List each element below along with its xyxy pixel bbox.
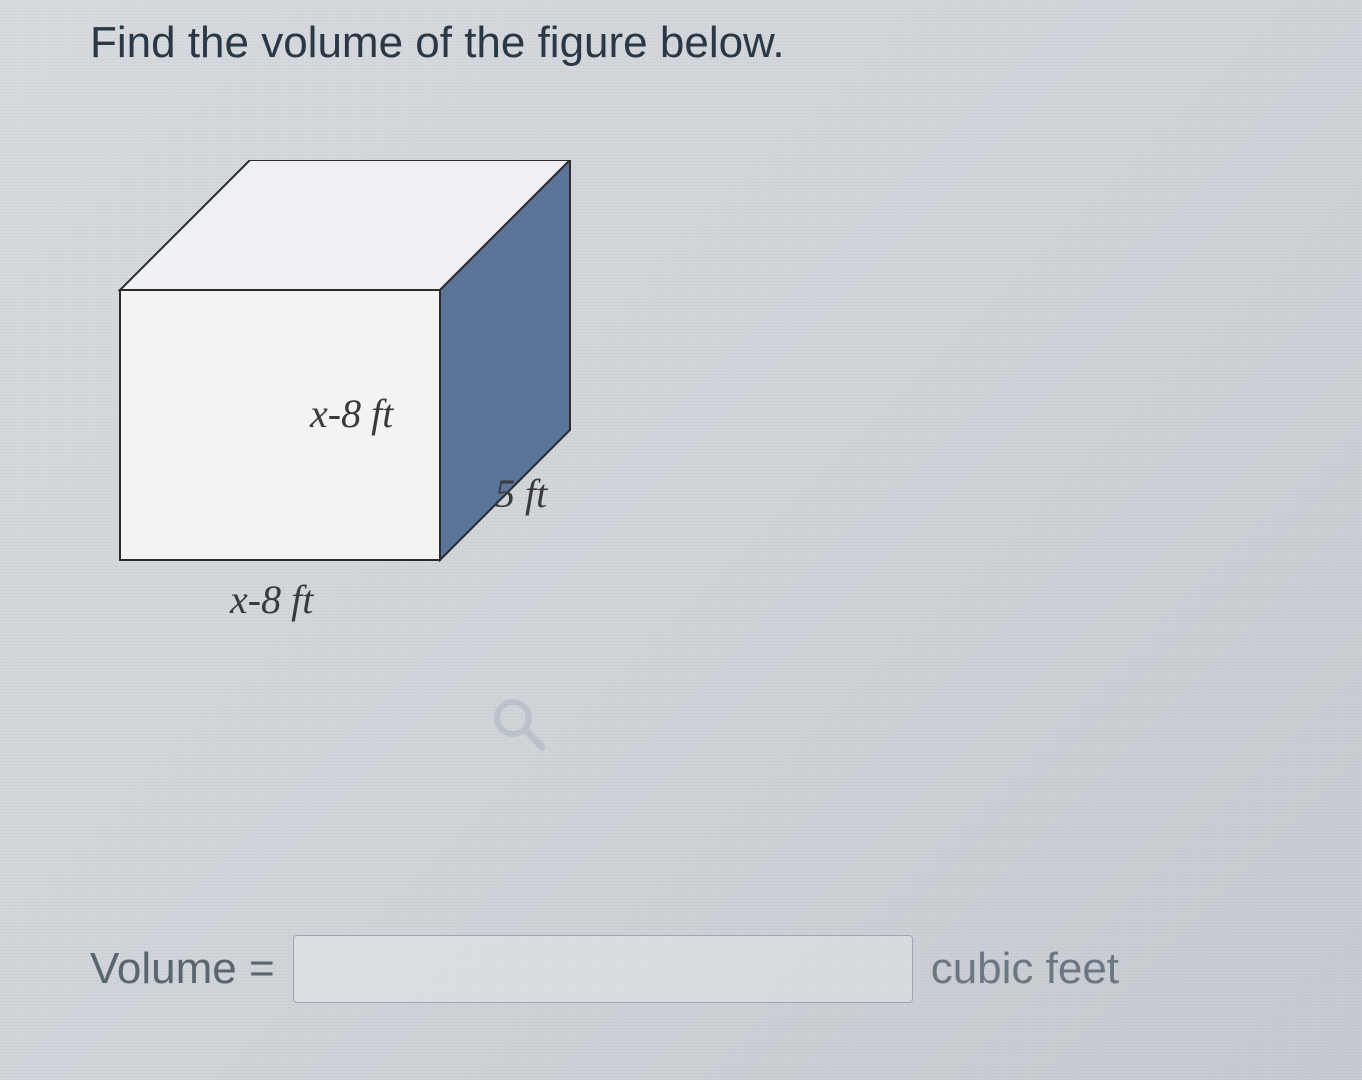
answer-row: Volume = cubic feet — [90, 935, 1119, 1003]
unit-label: cubic feet — [931, 944, 1119, 994]
volume-label: Volume = — [90, 944, 275, 994]
volume-input[interactable] — [293, 935, 913, 1003]
prism-figure: x-8 ft x-8 ft 5 ft — [90, 160, 650, 660]
label-height: x-8 ft — [310, 390, 393, 437]
magnify-icon[interactable] — [490, 695, 548, 758]
label-depth: 5 ft — [495, 470, 547, 517]
question-text: Find the volume of the figure below. — [90, 18, 785, 68]
label-width: x-8 ft — [230, 576, 313, 623]
